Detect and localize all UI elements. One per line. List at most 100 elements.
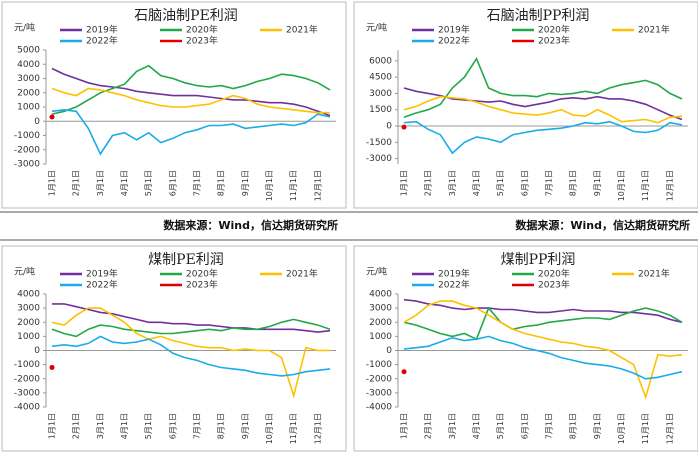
y-axis-label: 元/吨	[14, 22, 35, 34]
y-axis-label: 元/吨	[366, 22, 387, 34]
x-tick-label: 7月1日	[193, 170, 202, 196]
legend-label: 2019年	[86, 268, 118, 280]
y-axis-label: 元/吨	[366, 266, 387, 278]
y-tick-label: 0	[386, 122, 392, 132]
x-tick-label: 11月1日	[289, 413, 298, 444]
x-tick-label: 7月1日	[545, 170, 554, 196]
legend-label: 2022年	[86, 279, 118, 291]
x-tick-label: 12月1日	[313, 413, 322, 444]
legend-label: 2020年	[538, 24, 570, 36]
legend-label: 2022年	[438, 279, 470, 291]
y-tick-label: 4000	[17, 60, 40, 70]
legend-label: 2023年	[186, 279, 218, 291]
y-tick-label: -3000	[366, 388, 392, 398]
y-tick-label: 4000	[17, 290, 40, 300]
legend-label: 2019年	[438, 24, 470, 36]
legend-label: 2023年	[538, 35, 570, 47]
chart-title: 石脑油制PP利润	[487, 8, 590, 24]
x-tick-label: 5月1日	[496, 413, 505, 439]
data-line	[52, 303, 331, 333]
y-tick-label: 5000	[17, 46, 40, 56]
x-tick-label: 10月1日	[617, 170, 626, 201]
x-tick-label: 9月1日	[593, 413, 602, 439]
y-tick-label: -1000	[14, 360, 40, 370]
legend-label: 2022年	[438, 35, 470, 47]
data-line	[403, 298, 683, 324]
legend-label: 2019年	[86, 24, 118, 36]
chart-frame	[353, 245, 698, 452]
chart-frame	[1, 1, 347, 209]
x-tick-label: 2月1日	[72, 170, 81, 196]
x-tick-label: 10月1日	[617, 413, 626, 444]
source-note: 数据来源：Wind，信达期货研究所	[163, 218, 338, 232]
data-line	[403, 95, 683, 124]
data-point	[49, 364, 55, 370]
data-line	[51, 64, 331, 115]
x-tick-label: 1月1日	[400, 170, 409, 196]
x-tick-label: 11月1日	[641, 170, 650, 201]
y-tick-label: 6000	[369, 56, 392, 66]
x-tick-label: 2月1日	[424, 170, 433, 196]
legend-label: 2021年	[286, 24, 318, 36]
x-tick-label: 7月1日	[193, 413, 202, 439]
chart-frame	[1, 245, 347, 452]
x-tick-label: 9月1日	[241, 413, 250, 439]
y-tick-label: -1500	[366, 138, 392, 148]
y-tick-label: 1000	[17, 332, 40, 342]
y-tick-label: 2000	[17, 318, 40, 328]
y-tick-label: 3000	[369, 304, 392, 314]
legend-label: 2023年	[538, 279, 570, 291]
y-tick-label: 1500	[369, 105, 392, 115]
x-tick-label: 8月1日	[217, 170, 226, 196]
data-point	[49, 114, 55, 120]
x-tick-label: 9月1日	[241, 170, 250, 196]
x-tick-label: 6月1日	[520, 170, 529, 196]
data-line	[403, 306, 683, 341]
y-tick-label: -3000	[14, 160, 40, 170]
y-tick-label: -4000	[14, 403, 40, 413]
x-tick-label: 12月1日	[665, 170, 674, 201]
x-tick-label: 2月1日	[72, 413, 81, 439]
x-tick-label: 6月1日	[168, 170, 177, 196]
y-tick-label: -2000	[366, 374, 392, 384]
y-tick-label: -3000	[14, 388, 40, 398]
x-tick-label: 10月1日	[265, 413, 274, 444]
data-line	[403, 335, 683, 380]
x-tick-label: 6月1日	[168, 413, 177, 439]
y-tick-label: -2000	[14, 145, 40, 155]
x-tick-label: 2月1日	[424, 413, 433, 439]
x-tick-label: 3月1日	[448, 413, 457, 439]
y-tick-label: 3000	[369, 89, 392, 99]
legend-label: 2021年	[638, 24, 670, 36]
legend-label: 2020年	[186, 268, 218, 280]
x-tick-label: 3月1日	[96, 413, 105, 439]
data-line	[51, 108, 331, 156]
y-tick-label: 3000	[17, 74, 40, 84]
y-tick-label: 0	[386, 346, 392, 356]
source-note: 数据来源：Wind，信达期货研究所	[515, 218, 690, 232]
y-axis-label: 元/吨	[14, 266, 35, 278]
x-tick-label: 11月1日	[641, 413, 650, 444]
data-line	[51, 307, 330, 399]
y-tick-label: 0	[34, 117, 40, 127]
legend-label: 2019年	[438, 268, 470, 280]
data-line	[51, 87, 330, 114]
chart-frame	[353, 1, 698, 209]
data-point	[401, 369, 407, 375]
data-line	[403, 56, 683, 119]
y-tick-label: -3000	[366, 154, 392, 164]
x-tick-label: 6月1日	[520, 413, 529, 439]
x-tick-label: 4月1日	[472, 413, 481, 439]
x-tick-label: 12月1日	[665, 413, 674, 444]
x-tick-label: 1月1日	[48, 413, 57, 439]
y-tick-label: 4000	[369, 290, 392, 300]
x-tick-label: 4月1日	[472, 170, 481, 196]
x-tick-label: 5月1日	[144, 413, 153, 439]
x-tick-label: 12月1日	[313, 170, 322, 201]
x-tick-label: 3月1日	[448, 170, 457, 196]
x-tick-label: 11月1日	[289, 170, 298, 201]
